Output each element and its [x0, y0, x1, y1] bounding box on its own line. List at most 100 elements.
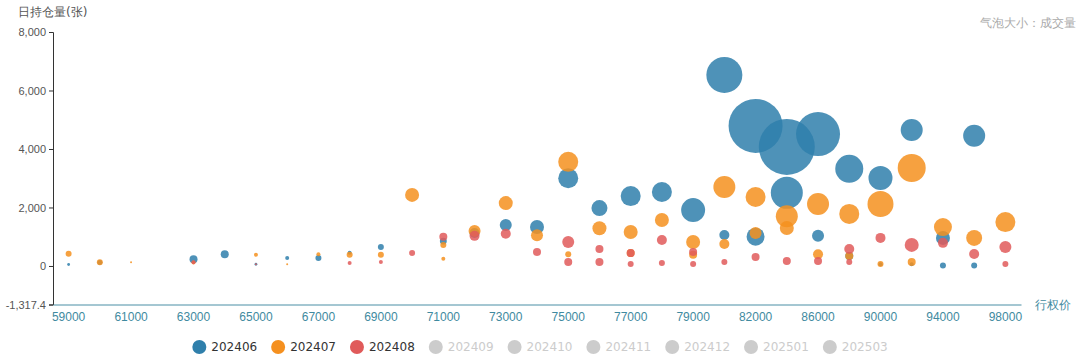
- bubble[interactable]: [835, 155, 863, 183]
- bubble[interactable]: [934, 218, 952, 236]
- bubble[interactable]: [659, 260, 665, 266]
- bubble[interactable]: [938, 238, 948, 248]
- bubble[interactable]: [286, 263, 288, 265]
- bubble[interactable]: [595, 245, 603, 253]
- bubble[interactable]: [652, 182, 672, 202]
- bubble[interactable]: [940, 262, 946, 268]
- legend-label[interactable]: 202411: [605, 340, 651, 354]
- bubble[interactable]: [846, 259, 852, 265]
- legend-symbol[interactable]: [350, 340, 364, 354]
- bubble[interactable]: [713, 176, 735, 198]
- bubble[interactable]: [681, 198, 705, 222]
- bubble[interactable]: [347, 252, 353, 258]
- bubble[interactable]: [844, 244, 854, 254]
- legend-label[interactable]: 202406: [211, 340, 257, 354]
- bubble[interactable]: [564, 258, 572, 266]
- legend-symbol[interactable]: [586, 340, 600, 354]
- bubble[interactable]: [66, 251, 72, 257]
- legend-item[interactable]: 202412: [665, 340, 730, 354]
- bubble[interactable]: [719, 230, 729, 240]
- bubble[interactable]: [255, 263, 257, 265]
- legend-label[interactable]: 202410: [527, 340, 573, 354]
- bubble[interactable]: [719, 239, 729, 249]
- bubble[interactable]: [875, 233, 885, 243]
- legend-symbol[interactable]: [429, 340, 443, 354]
- legend-symbol[interactable]: [271, 340, 285, 354]
- bubble[interactable]: [657, 235, 667, 245]
- bubble[interactable]: [405, 188, 419, 202]
- legend-label[interactable]: 202409: [448, 340, 494, 354]
- legend-symbol[interactable]: [508, 340, 522, 354]
- legend-item[interactable]: 202501: [744, 340, 809, 354]
- bubble[interactable]: [97, 260, 102, 265]
- bubble[interactable]: [378, 244, 384, 250]
- bubble[interactable]: [655, 213, 669, 227]
- legend-item[interactable]: 202406: [192, 340, 257, 354]
- legend-item[interactable]: 202409: [429, 340, 494, 354]
- bubble[interactable]: [796, 112, 840, 156]
- bubble[interactable]: [752, 253, 760, 261]
- bubble[interactable]: [255, 263, 258, 266]
- bubble[interactable]: [595, 258, 603, 266]
- bubble[interactable]: [689, 248, 697, 256]
- bubble[interactable]: [839, 204, 859, 224]
- legend-label[interactable]: 202501: [763, 340, 809, 354]
- bubble[interactable]: [348, 261, 352, 265]
- bubble[interactable]: [316, 252, 320, 256]
- legend-item[interactable]: 202411: [586, 340, 651, 354]
- bubble[interactable]: [999, 241, 1011, 253]
- bubble[interactable]: [627, 249, 635, 257]
- bubble[interactable]: [533, 248, 541, 256]
- bubble[interactable]: [97, 259, 103, 265]
- bubble[interactable]: [812, 230, 824, 242]
- bubble[interactable]: [807, 193, 829, 215]
- bubble[interactable]: [621, 186, 641, 206]
- bubble[interactable]: [221, 250, 229, 258]
- bubble[interactable]: [192, 260, 196, 264]
- bubble[interactable]: [877, 261, 883, 267]
- legend-item[interactable]: 202410: [508, 340, 573, 354]
- bubble[interactable]: [898, 154, 926, 182]
- bubble[interactable]: [627, 249, 635, 257]
- legend-label[interactable]: 202408: [369, 340, 415, 354]
- legend-symbol[interactable]: [192, 340, 206, 354]
- legend-label[interactable]: 202503: [842, 340, 888, 354]
- bubble[interactable]: [591, 200, 607, 216]
- bubble[interactable]: [746, 187, 766, 207]
- bubble[interactable]: [285, 256, 289, 260]
- bubble[interactable]: [531, 229, 543, 241]
- bubble[interactable]: [190, 255, 198, 263]
- bubble[interactable]: [969, 249, 979, 259]
- bubble[interactable]: [747, 228, 765, 246]
- bubble[interactable]: [499, 196, 513, 210]
- bubble[interactable]: [963, 125, 985, 147]
- bubble[interactable]: [771, 177, 803, 209]
- bubble[interactable]: [686, 235, 700, 249]
- bubble[interactable]: [868, 166, 892, 190]
- bubble[interactable]: [624, 225, 638, 239]
- bubble[interactable]: [1002, 261, 1008, 267]
- bubble[interactable]: [971, 262, 977, 268]
- bubble[interactable]: [254, 253, 258, 257]
- bubble[interactable]: [783, 257, 791, 265]
- legend-item[interactable]: 202408: [350, 340, 415, 354]
- bubble[interactable]: [780, 221, 794, 235]
- legend-label[interactable]: 202407: [290, 340, 336, 354]
- bubble[interactable]: [966, 230, 982, 246]
- bubble[interactable]: [558, 152, 578, 172]
- bubble[interactable]: [905, 238, 919, 252]
- legend-item[interactable]: 202407: [271, 340, 336, 354]
- bubble[interactable]: [814, 257, 822, 265]
- bubble[interactable]: [721, 259, 727, 265]
- legend-item[interactable]: 202503: [823, 340, 888, 354]
- bubble[interactable]: [470, 231, 480, 241]
- bubble[interactable]: [995, 212, 1015, 232]
- bubble[interactable]: [901, 119, 923, 141]
- bubble[interactable]: [690, 261, 696, 267]
- bubble[interactable]: [379, 260, 383, 264]
- bubble[interactable]: [867, 191, 893, 217]
- bubble[interactable]: [439, 233, 447, 241]
- bubble[interactable]: [565, 251, 571, 257]
- bubble[interactable]: [750, 227, 762, 239]
- bubble[interactable]: [67, 263, 70, 266]
